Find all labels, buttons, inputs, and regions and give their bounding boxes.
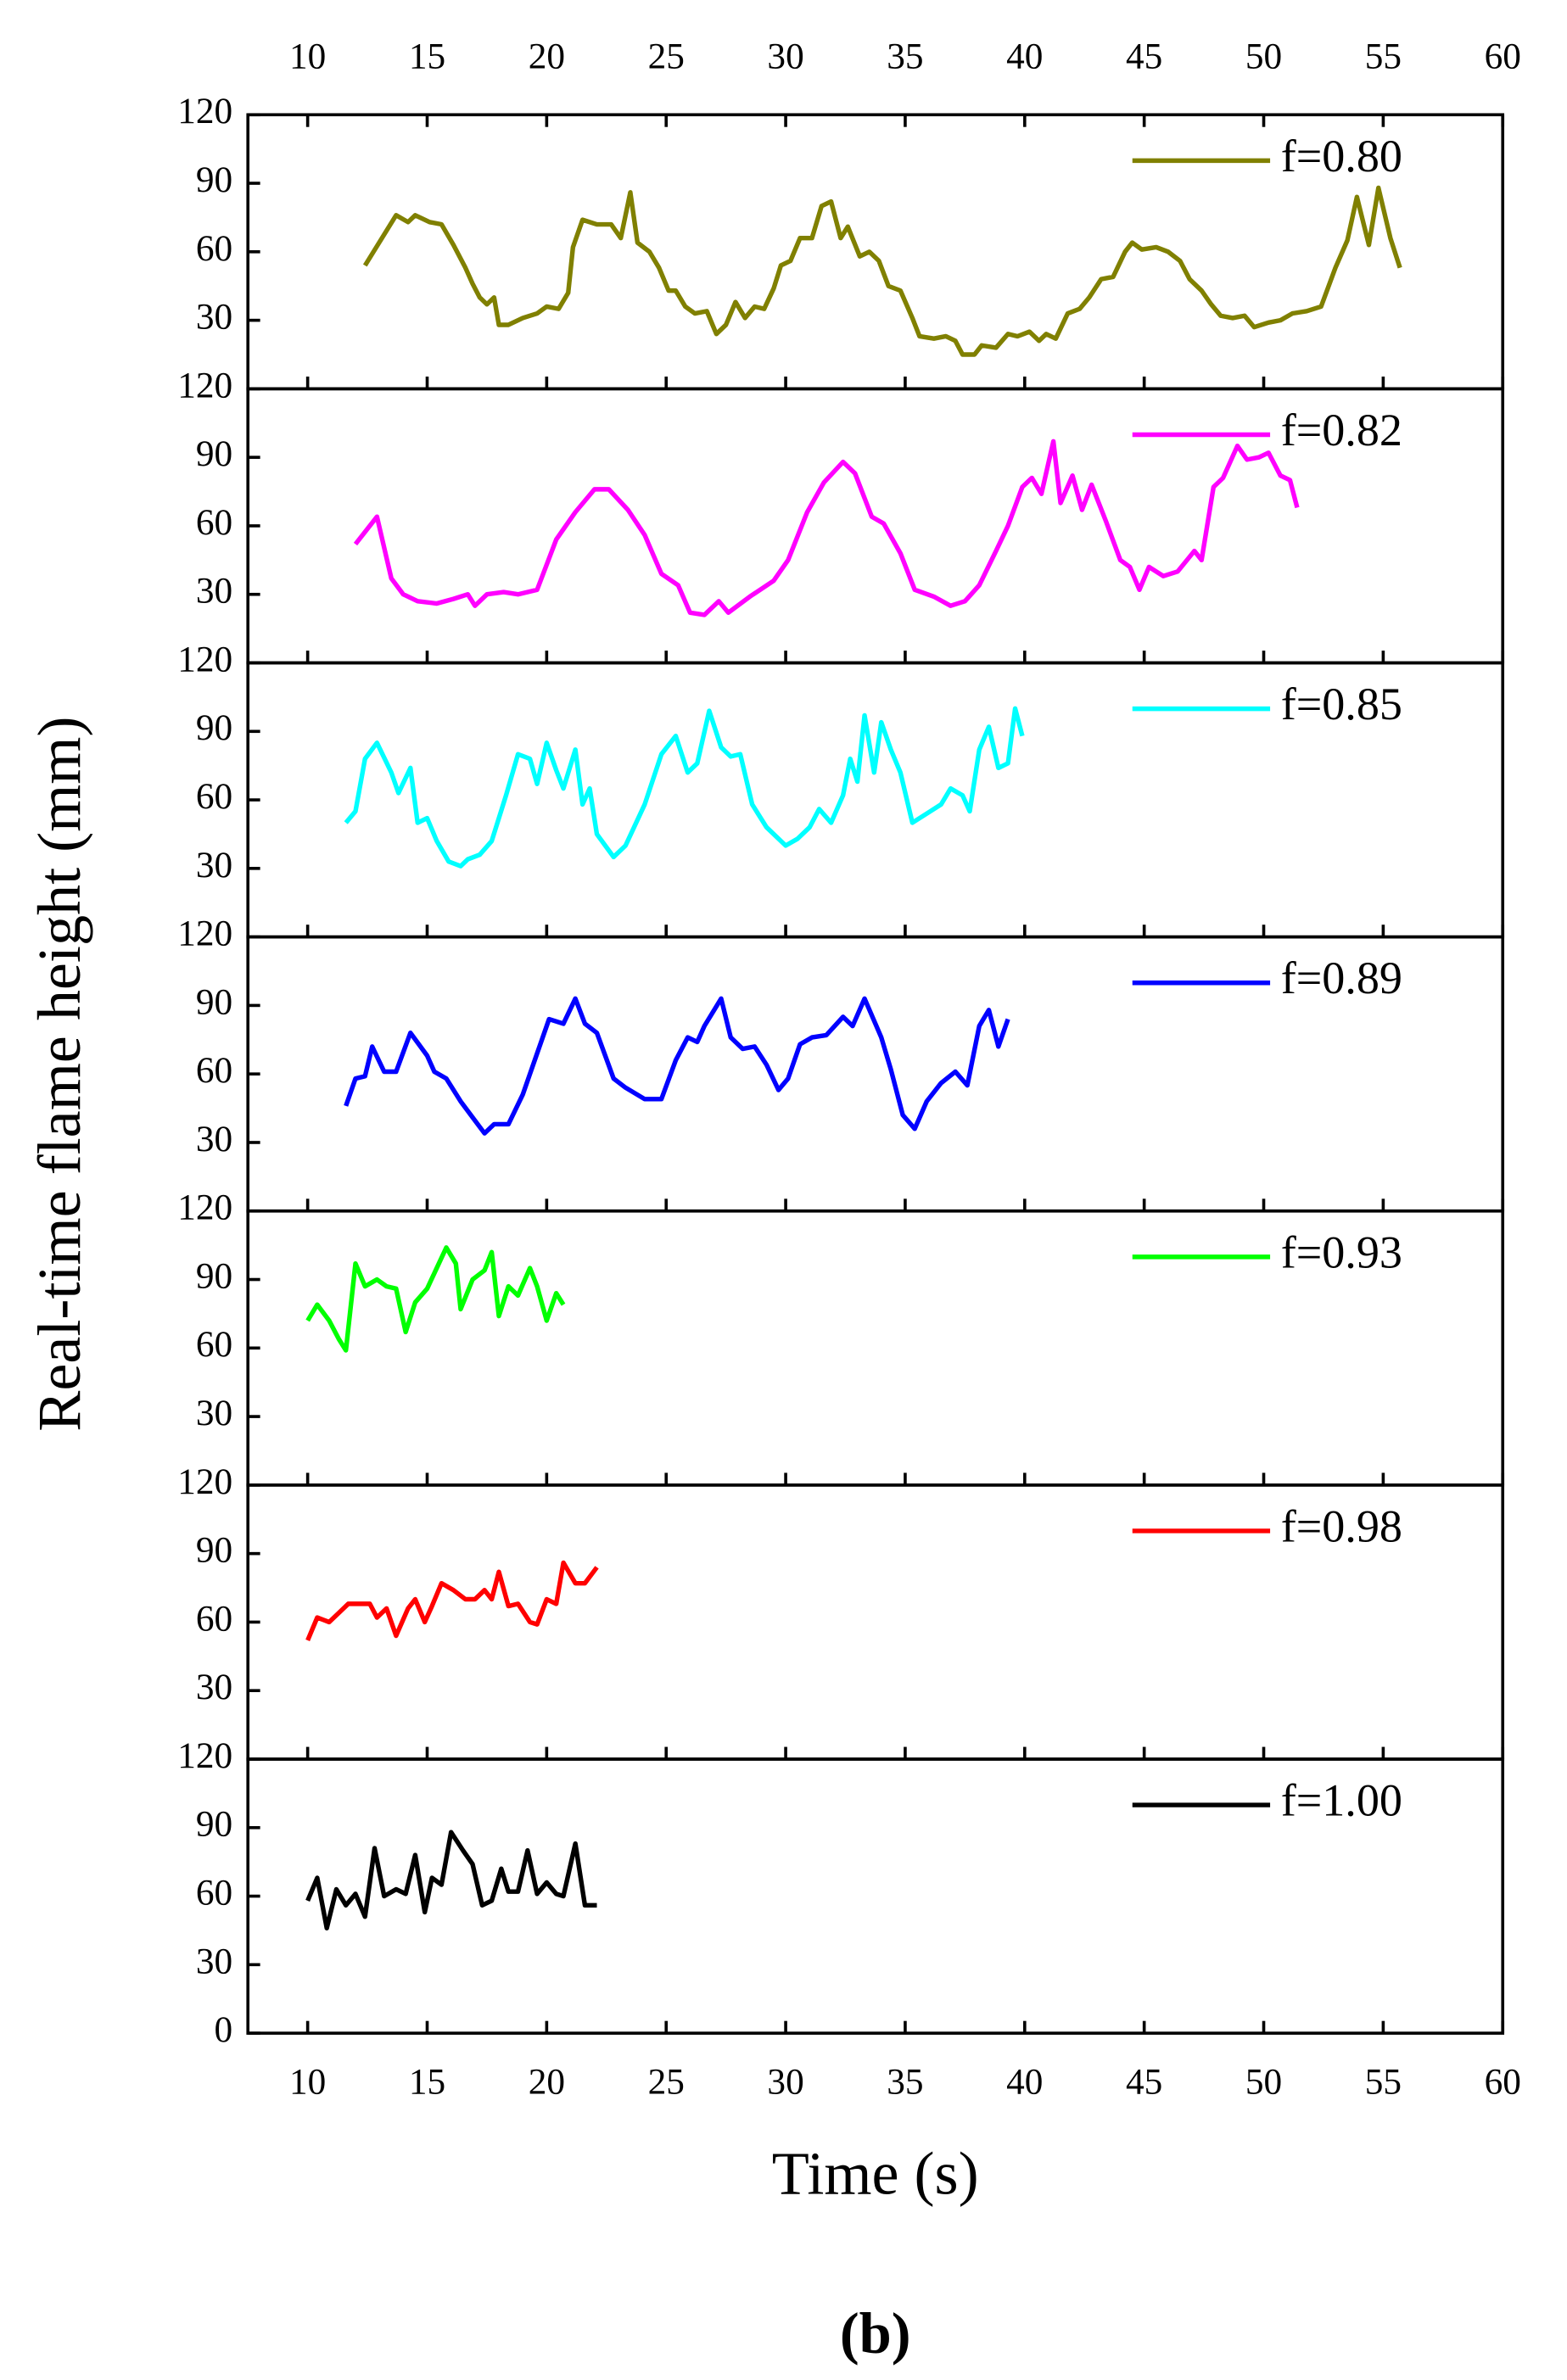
x-tick-label-top: 55 (1365, 36, 1402, 76)
data-line (305, 1560, 599, 1642)
x-tick-label: 10 (289, 2061, 326, 2102)
y-tick-label: 30 (196, 845, 232, 886)
legend-label: f=0.89 (1281, 953, 1402, 1003)
y-tick-label: 90 (196, 981, 232, 1022)
x-tick-label: 20 (529, 2061, 565, 2102)
y-tick-label: 90 (196, 1804, 232, 1845)
y-tick-label: 120 (177, 639, 232, 679)
y-tick-label: 90 (196, 707, 232, 748)
y-tick-label: 60 (196, 1598, 232, 1639)
x-tick-label-top: 35 (887, 36, 923, 76)
y-tick-label: 120 (177, 1735, 232, 1776)
x-tick-label: 50 (1245, 2061, 1282, 2102)
legend-label: f=1.00 (1281, 1775, 1402, 1826)
y-tick-label: 120 (177, 365, 232, 405)
x-tick-label: 60 (1485, 2061, 1521, 2102)
y-tick-label: 90 (196, 433, 232, 474)
y-tick-label: 60 (196, 502, 232, 543)
y-tick-label: 120 (177, 913, 232, 954)
legend-label: f=0.98 (1281, 1500, 1402, 1551)
y-tick-label: 60 (196, 228, 232, 269)
x-tick-label-top: 60 (1485, 36, 1521, 76)
x-tick-label: 25 (648, 2061, 685, 2102)
x-tick-label: 45 (1126, 2061, 1162, 2102)
y-tick-label: 120 (177, 1187, 232, 1228)
y-tick-label: 90 (196, 1255, 232, 1296)
x-tick-label: 30 (767, 2061, 803, 2102)
data-line (362, 185, 1402, 357)
y-tick-label: 30 (196, 1393, 232, 1433)
y-tick-label: 0 (215, 2009, 233, 2050)
x-tick-label-top: 15 (409, 36, 445, 76)
data-line (344, 706, 1025, 869)
y-tick-label: 120 (177, 91, 232, 131)
data-line (344, 996, 1010, 1136)
y-tick-label: 30 (196, 297, 232, 338)
caption: (b) (840, 2301, 911, 2366)
x-axis-title: Time (s) (772, 2139, 979, 2207)
x-tick-label-top: 30 (767, 36, 803, 76)
x-tick-label: 55 (1365, 2061, 1402, 2102)
y-tick-label: 120 (177, 1461, 232, 1502)
y-tick-label: 60 (196, 776, 232, 817)
data-line (353, 439, 1300, 617)
legend-label: f=0.80 (1281, 131, 1402, 182)
y-axis-title: Real-time flame height (mm) (25, 717, 93, 1432)
x-tick-label: 15 (409, 2061, 445, 2102)
y-tick-label: 30 (196, 1119, 232, 1159)
y-tick-label: 30 (196, 571, 232, 612)
legend-label: f=0.82 (1281, 405, 1402, 455)
x-tick-label-top: 20 (529, 36, 565, 76)
x-tick-label: 40 (1006, 2061, 1043, 2102)
x-tick-label-top: 25 (648, 36, 685, 76)
data-line (305, 1245, 566, 1353)
data-line (305, 1830, 597, 1930)
y-tick-label: 90 (196, 1530, 232, 1571)
x-tick-label-top: 40 (1006, 36, 1043, 76)
x-tick-label-top: 10 (289, 36, 326, 76)
legend-label: f=0.85 (1281, 679, 1402, 729)
x-tick-label: 35 (887, 2061, 923, 2102)
y-tick-label: 90 (196, 159, 232, 200)
x-tick-label-top: 50 (1245, 36, 1282, 76)
y-tick-label: 30 (196, 1667, 232, 1707)
y-tick-label: 30 (196, 1941, 232, 1981)
y-tick-label: 60 (196, 1050, 232, 1091)
x-tick-label-top: 45 (1126, 36, 1162, 76)
y-tick-label: 60 (196, 1872, 232, 1913)
y-tick-label: 60 (196, 1324, 232, 1365)
legend-label: f=0.93 (1281, 1226, 1402, 1277)
